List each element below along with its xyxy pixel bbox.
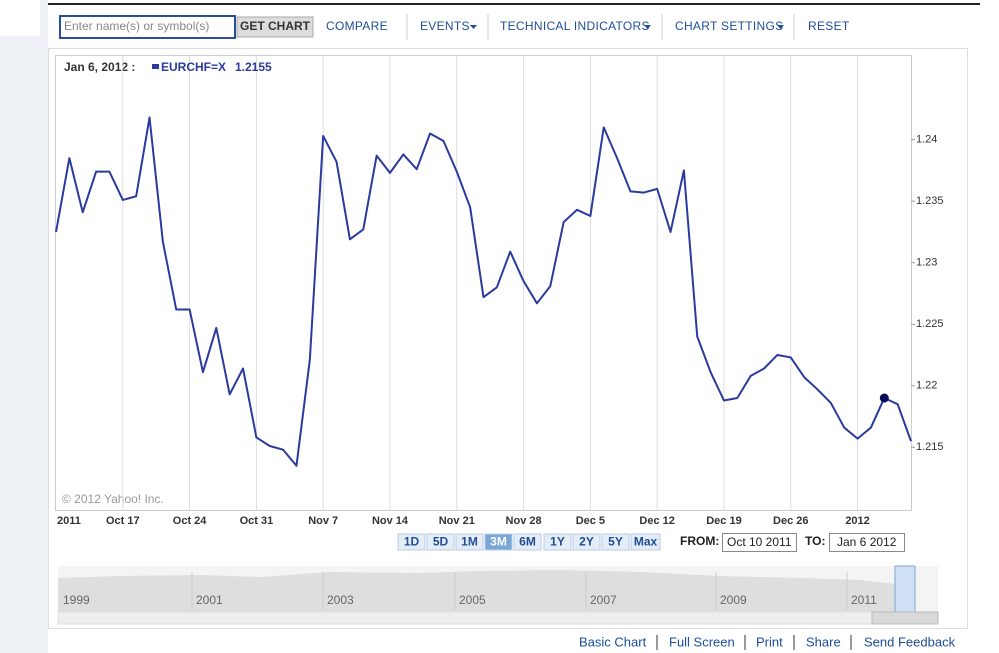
y-tick-label: 1.24 (916, 134, 937, 146)
x-tick-label: Nov 21 (439, 515, 475, 527)
range-button[interactable] (572, 533, 601, 551)
x-tick-label: Dec 12 (639, 515, 674, 527)
range-label: Max (634, 535, 658, 549)
x-tick-label: Oct 31 (240, 515, 274, 527)
from-label: FROM: (680, 534, 719, 548)
to-input[interactable] (829, 533, 905, 552)
navigator-year: 2005 (459, 593, 486, 607)
y-tick-label: 1.215 (916, 441, 944, 453)
dropdown-arrow (644, 25, 651, 29)
range-label: 2Y (579, 535, 594, 549)
symbol-input[interactable] (59, 15, 236, 39)
x-tick-label: Nov 28 (506, 515, 542, 527)
to-label: TO: (805, 534, 825, 548)
x-tick-label: Nov 7 (308, 515, 338, 527)
dropdown-arrow (470, 25, 477, 29)
compare-menu[interactable]: COMPARE (326, 19, 388, 33)
navigator-area (58, 570, 895, 612)
range-button[interactable] (455, 533, 484, 551)
y-tick-label: 1.225 (916, 318, 944, 330)
x-tick-label: Dec 26 (773, 515, 808, 527)
navigator-year: 2001 (196, 593, 223, 607)
y-tick-label: 1.235 (916, 195, 944, 207)
x-tick-label: Dec 5 (576, 515, 605, 527)
y-tick-label: 1.23 (916, 257, 937, 269)
range-label: 1Y (550, 535, 565, 549)
navigator-year: 1999 (63, 593, 90, 607)
symbol-placeholder: Enter name(s) or symbol(s) (64, 19, 209, 33)
y-tick-label: 1.22 (916, 380, 937, 392)
range-button[interactable] (601, 533, 630, 551)
to-value: Jan 6 2012 (837, 535, 897, 549)
scroll-thumb[interactable] (871, 611, 939, 625)
range-label: 1M (461, 535, 478, 549)
plot-frame (55, 55, 912, 511)
from-value: Oct 10 2011 (727, 535, 792, 549)
x-tick-label: 2011 (57, 515, 81, 527)
footer-link[interactable]: Share (806, 634, 841, 649)
range-label: 1D (404, 535, 420, 549)
footer-link[interactable]: Full Screen (669, 634, 735, 649)
range-label: 3M (490, 535, 507, 549)
side-notch (0, 0, 40, 36)
legend-name: EURCHF=X (161, 60, 226, 74)
range-button[interactable] (426, 533, 455, 551)
footer-link[interactable]: Basic Chart (579, 634, 647, 649)
events-menu[interactable]: EVENTS (420, 19, 470, 33)
footer-link[interactable]: Print (756, 634, 783, 649)
range-button[interactable] (630, 533, 661, 551)
legend-date: Jan 6, 2012 : (64, 60, 135, 74)
range-button[interactable] (397, 533, 426, 551)
navigator-year: 2007 (590, 593, 617, 607)
navigator-year: 2003 (327, 593, 354, 607)
chart-settings-menu[interactable]: CHART SETTINGS (675, 19, 783, 33)
x-tick-label: Nov 14 (372, 515, 409, 527)
hover-dot (879, 393, 889, 403)
scrollbar (57, 611, 939, 625)
dropdown-arrow (777, 25, 784, 29)
x-tick-label: Oct 17 (106, 515, 140, 527)
price-line (55, 116, 912, 467)
range-button[interactable] (484, 533, 513, 551)
range-button[interactable] (513, 533, 542, 551)
reset-button[interactable]: RESET (808, 19, 850, 33)
x-tick-label: Oct 24 (173, 515, 208, 527)
get-chart-button[interactable] (236, 16, 314, 38)
range-button[interactable] (543, 533, 572, 551)
x-tick-label: Dec 19 (706, 515, 741, 527)
get-chart-label: GET CHART (240, 19, 311, 33)
copyright: © 2012 Yahoo! Inc. (62, 492, 164, 506)
technical-indicators-menu[interactable]: TECHNICAL INDICATORS (500, 19, 650, 33)
navigator-window[interactable] (894, 565, 916, 613)
from-input[interactable] (722, 533, 797, 552)
side-column (0, 0, 48, 653)
legend-value: 1.2155 (235, 60, 272, 74)
x-tick-label: 2012 (845, 515, 869, 527)
range-label: 5Y (608, 535, 623, 549)
legend-swatch (152, 64, 159, 69)
footer-link[interactable]: Send Feedback (864, 634, 956, 649)
navigator-year: 2011 (851, 593, 877, 607)
range-label: 6M (519, 535, 536, 549)
navigator-year: 2009 (720, 593, 747, 607)
range-label: 5D (433, 535, 449, 549)
